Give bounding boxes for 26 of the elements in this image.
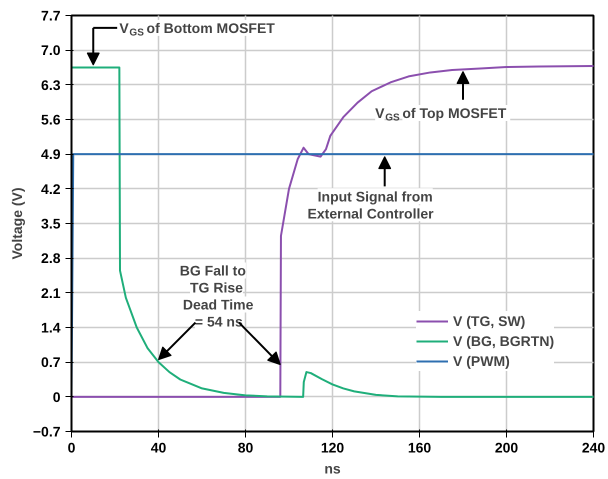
- y-tick-label: 2.8: [41, 250, 61, 266]
- y-tick-label: 0: [52, 388, 61, 405]
- y-tick-label: 2.1: [41, 284, 61, 301]
- x-tick-label: 0: [68, 440, 76, 456]
- y-tick-label: 7.0: [41, 42, 61, 58]
- x-tick-label: 240: [582, 440, 606, 456]
- x-tick-label: 160: [408, 440, 432, 456]
- y-tick-label: 0.7: [41, 354, 61, 370]
- y-axis-title: Voltage (V): [8, 187, 25, 260]
- y-tick-label: 3.5: [41, 216, 61, 232]
- y-tick-label: −0.7: [32, 424, 61, 440]
- y-tick-label: 7.7: [41, 8, 61, 24]
- x-tick-label: 120: [320, 440, 344, 456]
- y-tick-label: 6.3: [41, 76, 61, 93]
- legend-label: V (BG, BGRTN): [453, 333, 554, 349]
- y-tick-label: 4.2: [41, 180, 61, 197]
- legend-label: V (TG, SW): [453, 313, 526, 329]
- y-tick-label: 1.4: [41, 320, 61, 336]
- x-axis-title: ns: [324, 460, 341, 476]
- x-tick-label: 200: [494, 440, 518, 456]
- x-tick-label: 80: [238, 440, 254, 456]
- annotation: Input Signal from External Controller: [308, 188, 434, 222]
- y-tick-label: 5.6: [41, 112, 61, 128]
- x-tick-label: 40: [150, 440, 166, 456]
- legend-label: V (PWM): [453, 353, 510, 369]
- y-tick-label: 4.9: [41, 146, 61, 162]
